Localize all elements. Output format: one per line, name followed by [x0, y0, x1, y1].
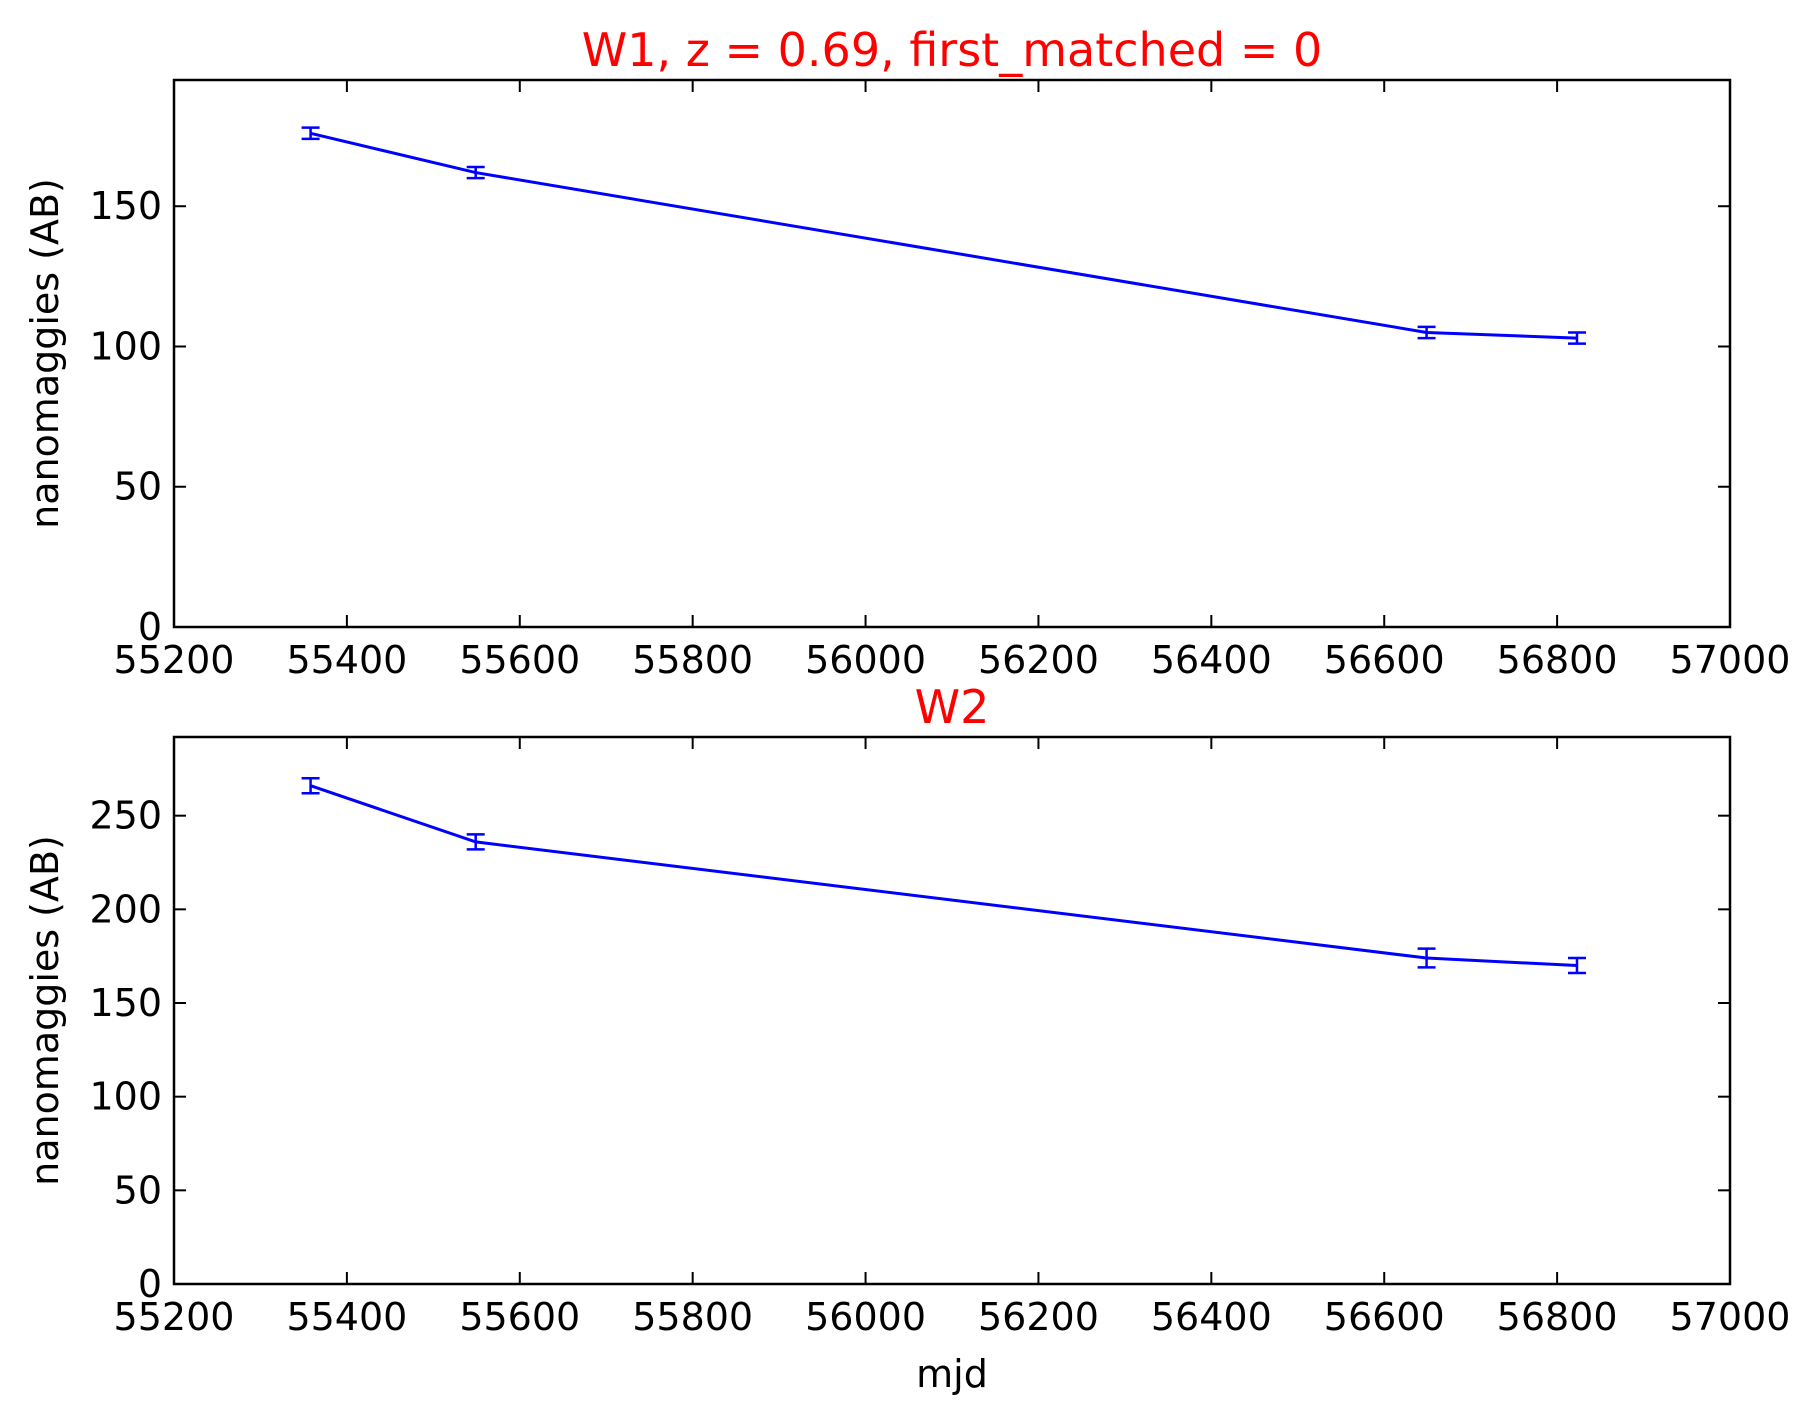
y-tick-label: 250 [89, 794, 162, 838]
x-tick-label: 55400 [286, 1295, 407, 1339]
x-tick-label: 56400 [1151, 1295, 1272, 1339]
y-tick-label: 0 [138, 605, 162, 649]
data-point [1417, 325, 1436, 340]
x-tick-label: 55600 [459, 638, 580, 682]
chart-title: W1, z = 0.69, first_matched = 0 [582, 23, 1323, 77]
data-point [1567, 331, 1586, 345]
x-tick-label: 55400 [286, 638, 407, 682]
x-tick-label: 56000 [805, 1295, 926, 1339]
chart-panel-1: W1, z = 0.69, first_matched = 0 55200 5540… [23, 23, 1790, 682]
series-line [310, 784, 1578, 968]
x-axis-label: mjd [916, 1352, 988, 1396]
x-tick-label: 56800 [1497, 1295, 1618, 1339]
data-point [466, 833, 485, 851]
y-tick-label: 0 [138, 1262, 162, 1306]
data-point [301, 126, 320, 141]
y-tick-label: 150 [89, 981, 162, 1025]
axes-frame [172, 735, 1732, 1286]
y-tick-label: 200 [89, 887, 162, 931]
x-tick-label: 56600 [1324, 1295, 1445, 1339]
y-tick-label: 150 [89, 184, 162, 228]
y-tick-label: 100 [89, 1075, 162, 1119]
data-point [301, 776, 320, 795]
x-tick-label: 57000 [1670, 638, 1791, 682]
x-tick-label: 55600 [459, 1295, 580, 1339]
chart-title: W2 [915, 680, 990, 734]
y-tick-label: 100 [89, 324, 162, 368]
x-tick-label: 56000 [805, 638, 926, 682]
y-tick-label: 50 [114, 1168, 162, 1212]
chart-panel-2: W2 55200 55400 55600 55800 56000 56200 56400 566… [23, 680, 1790, 1396]
x-tick-label: 55200 [114, 1295, 235, 1339]
y-tick-label: 50 [114, 465, 162, 509]
data-point [1417, 947, 1436, 969]
x-tick-label: 57000 [1670, 1295, 1791, 1339]
x-tick-label: 56200 [978, 1295, 1099, 1339]
y-axis-label: nanomaggies (AB) [23, 178, 67, 529]
axes-frame [172, 78, 1732, 629]
y-axis-label: nanomaggies (AB) [23, 835, 67, 1186]
x-tick-label: 56600 [1324, 638, 1445, 682]
x-tick-label: 56200 [978, 638, 1099, 682]
data-point [1567, 956, 1586, 975]
series-line [310, 131, 1578, 340]
x-tick-label: 55200 [114, 638, 235, 682]
x-tick-label: 56400 [1151, 638, 1272, 682]
x-tick-label: 55800 [632, 638, 753, 682]
data-point [466, 165, 485, 180]
x-tick-label: 55800 [632, 1295, 753, 1339]
x-tick-label: 56800 [1497, 638, 1618, 682]
